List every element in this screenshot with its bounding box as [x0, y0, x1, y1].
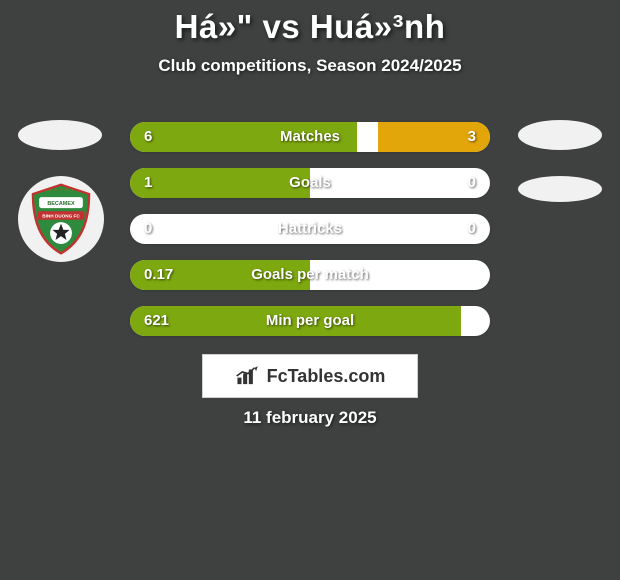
stat-row-matches: 6 Matches 3	[130, 122, 490, 152]
stat-row-min-per-goal: 621 Min per goal	[130, 306, 490, 336]
bar-left	[130, 168, 310, 198]
stat-row-hattricks: 0 Hattricks 0	[130, 214, 490, 244]
stat-right-value: 3	[468, 122, 476, 152]
player-left-badge-1	[18, 120, 102, 150]
page-title: Há»" vs Huá»³nh	[0, 0, 620, 46]
stat-left-value: 0	[144, 214, 152, 244]
branding-box: FcTables.com	[202, 354, 418, 398]
page-subtitle: Club competitions, Season 2024/2025	[0, 56, 620, 76]
branding-text: FcTables.com	[267, 366, 386, 387]
stat-label: Min per goal	[266, 306, 354, 336]
bar-chart-icon	[235, 365, 261, 387]
stat-row-goals: 1 Goals 0	[130, 168, 490, 198]
player-right-badge-2	[518, 176, 602, 202]
date-text: 11 february 2025	[243, 408, 376, 428]
stat-label: Goals	[289, 168, 331, 198]
stat-left-value: 6	[144, 122, 152, 152]
player-left-club-logo: BECAMEX BINH DUONG FC ★ ★ ★ ★ ★	[18, 176, 104, 262]
stat-left-value: 0.17	[144, 260, 173, 290]
stat-label: Goals per match	[251, 260, 369, 290]
stat-row-goals-per-match: 0.17 Goals per match	[130, 260, 490, 290]
logo-text-top: BECAMEX	[47, 201, 75, 207]
player-right-badge-1	[518, 120, 602, 150]
stat-left-value: 621	[144, 306, 169, 336]
stat-left-value: 1	[144, 168, 152, 198]
stats-container: 6 Matches 3 1 Goals 0 0 Hattricks 0 0.17…	[130, 122, 490, 352]
stat-label: Hattricks	[278, 214, 342, 244]
stat-label: Matches	[280, 122, 340, 152]
stat-right-value: 0	[468, 214, 476, 244]
logo-text-mid: BINH DUONG FC	[42, 213, 80, 218]
svg-text:★ ★ ★ ★ ★: ★ ★ ★ ★ ★	[48, 187, 75, 192]
shield-icon: BECAMEX BINH DUONG FC ★ ★ ★ ★ ★	[22, 180, 100, 258]
stat-right-value: 0	[468, 168, 476, 198]
